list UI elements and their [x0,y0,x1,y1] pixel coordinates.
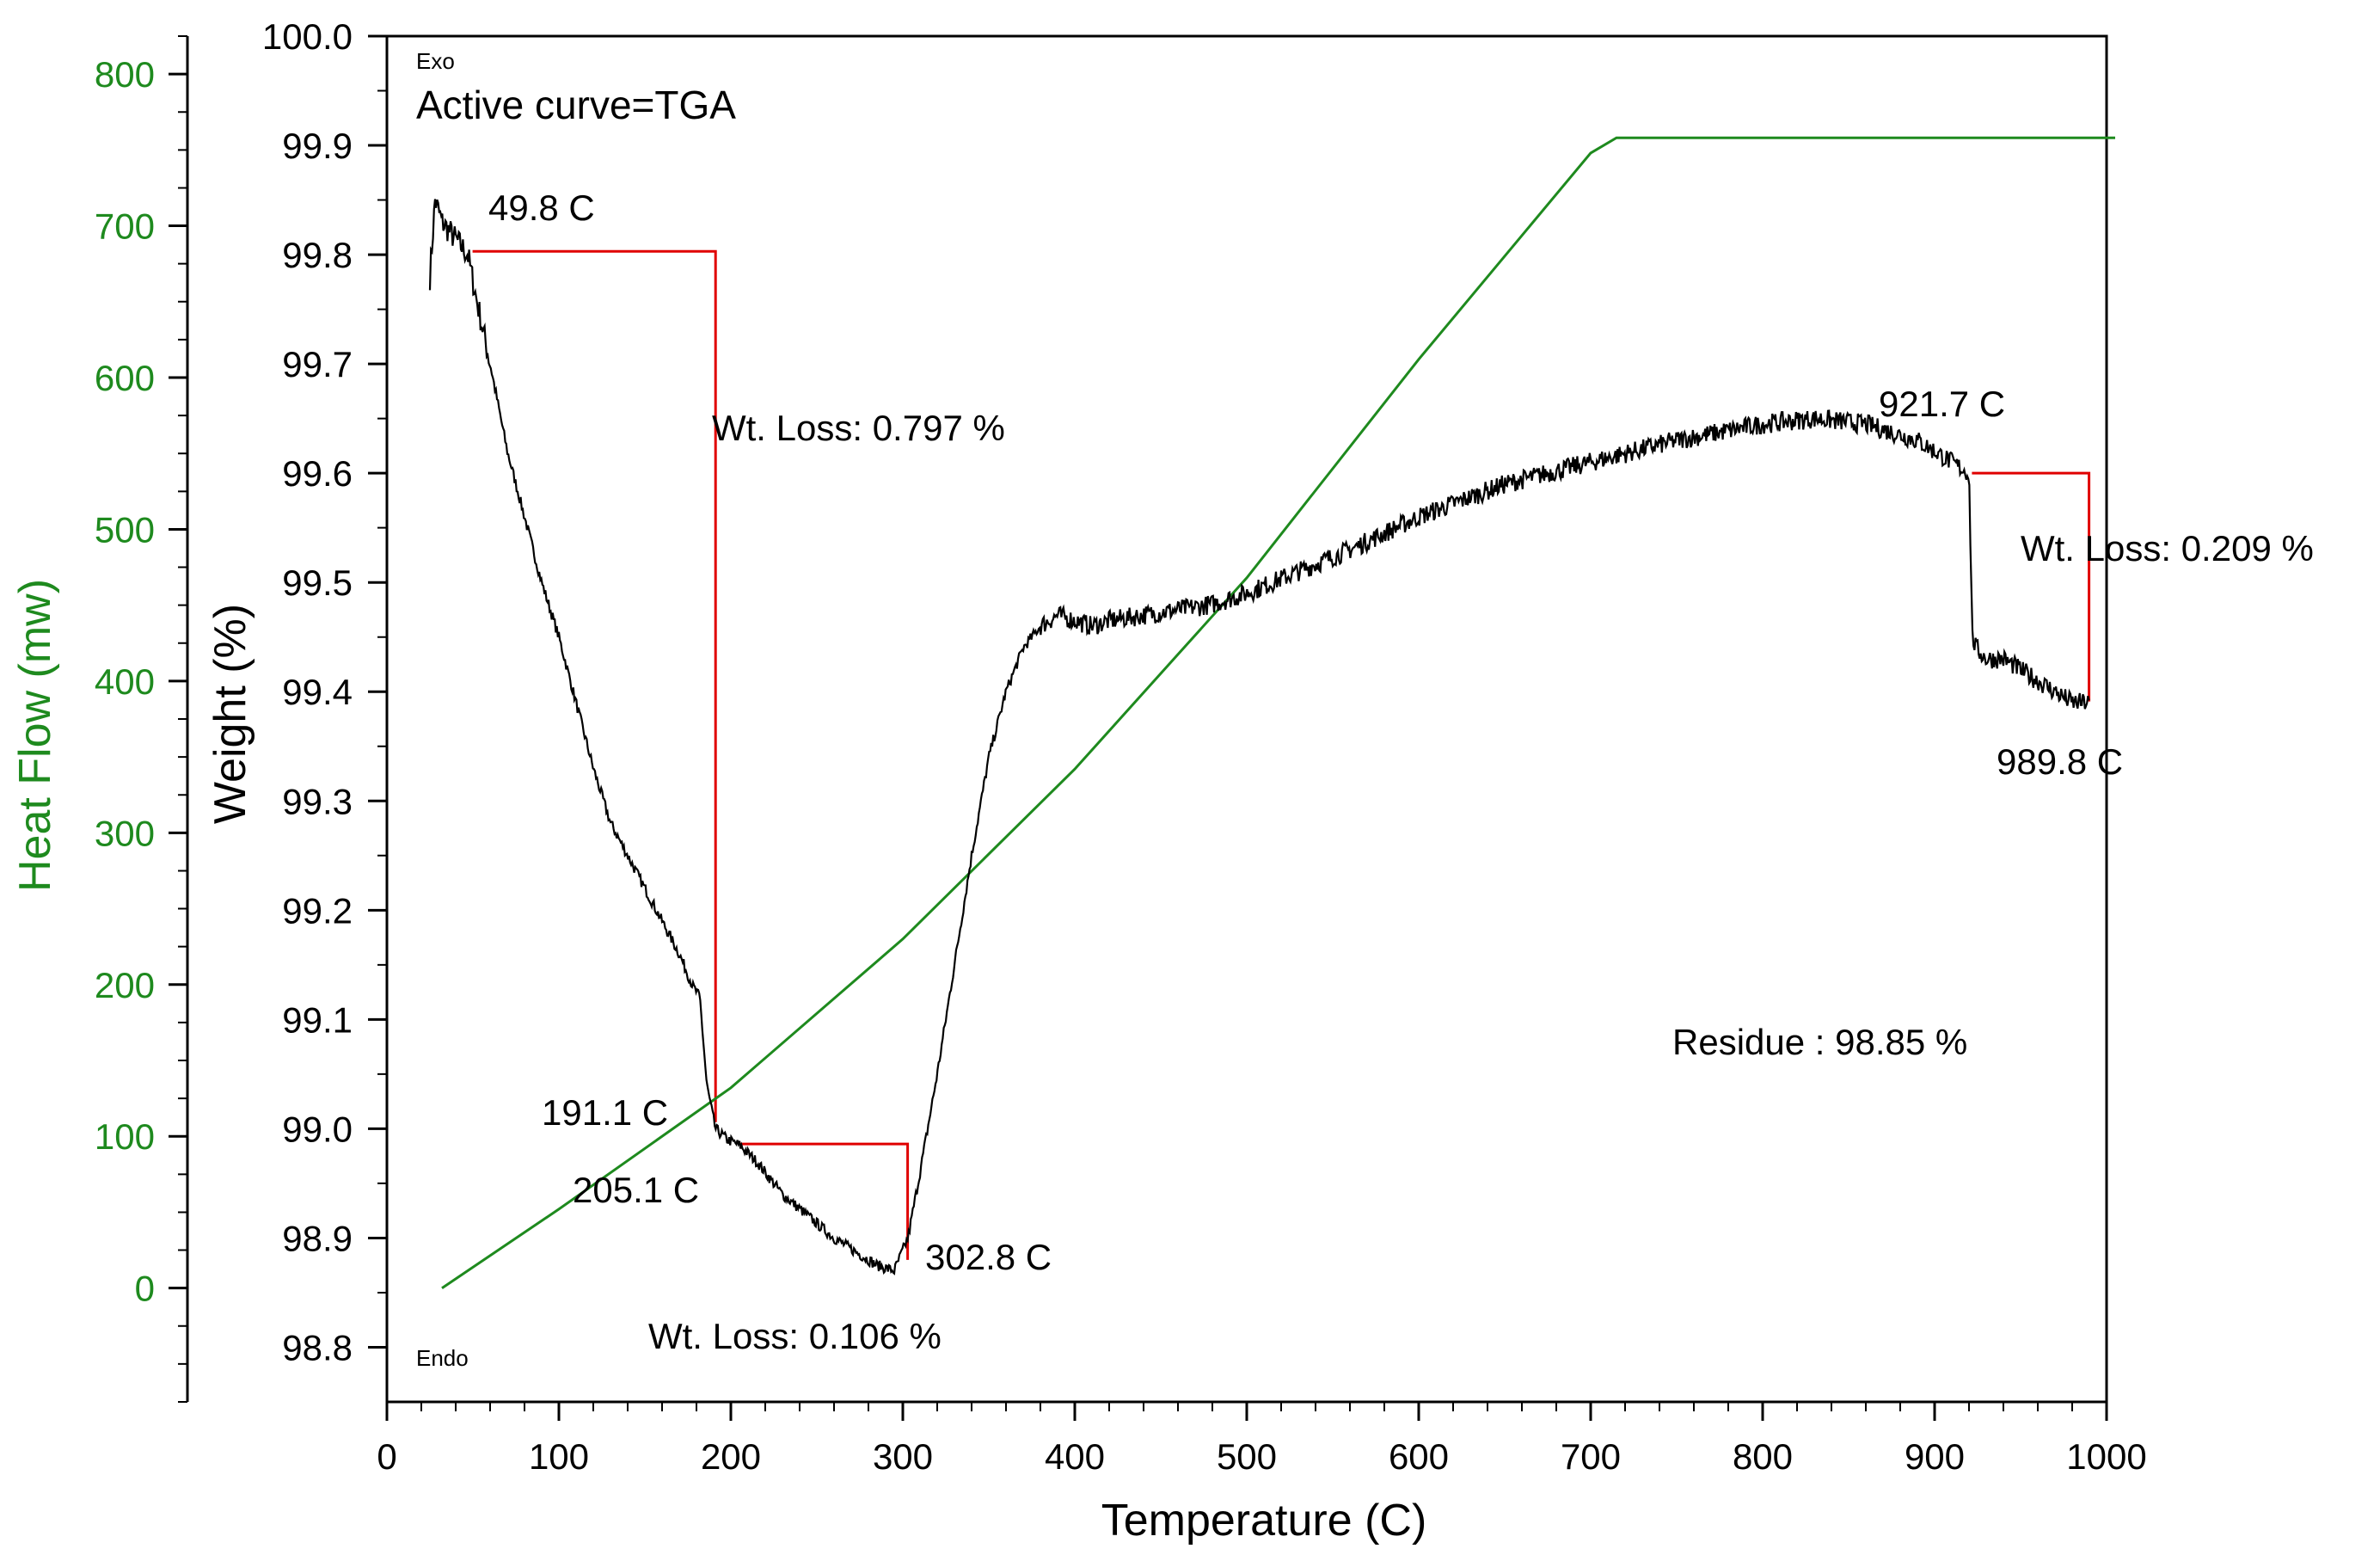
y-tick-label: 99.9 [282,126,353,166]
annotation-989-8: 989.8 C [1997,741,2123,782]
x-tick-label: 700 [1561,1436,1621,1477]
annotation-921-7: 921.7 C [1879,384,2005,424]
wt-loss-step-2 [739,1142,910,1260]
y2-tick-label: 200 [95,965,155,1005]
annotation-205-1: 205.1 C [573,1170,699,1210]
y2-tick-label: 400 [95,661,155,702]
x-tick-label: 500 [1217,1436,1277,1477]
y2-tick-label: 700 [95,206,155,247]
x-tick-label: 600 [1389,1436,1449,1477]
annotation-302-8: 302.8 C [925,1237,1052,1277]
annotation-191-1: 191.1 C [542,1092,668,1133]
x-major-ticks [385,1402,2108,1421]
y2-tick-label: 600 [95,358,155,398]
endo-label: Endo [416,1345,469,1371]
exo-label: Exo [416,48,455,74]
x-tick-label: 0 [377,1436,396,1477]
x-minor-ticks [420,1402,2073,1411]
y-tick-label: 99.5 [282,562,353,603]
x-axis: 0 100 200 300 400 500 600 700 800 900 1000 [377,1402,2147,1477]
wt-loss-label-2: Wt. Loss: 0.106 % [648,1316,942,1356]
y2-tick-label: 800 [95,54,155,95]
wt-loss-step-1 [472,249,717,1122]
wt-loss-step-3 [1972,471,2091,702]
y-tick-label: 99.1 [282,999,353,1040]
x-tick-label: 800 [1733,1436,1793,1477]
y-tick-label: 99.6 [282,453,353,494]
y-major-ticks [368,34,387,1349]
y-minor-ticks [377,89,387,1294]
wt-loss-label-3: Wt. Loss: 0.209 % [2021,528,2314,568]
x-tick-label: 100 [529,1436,589,1477]
x-tick-label: 200 [701,1436,761,1477]
y-tick-label: 99.8 [282,235,353,275]
tga-curve [428,199,2090,1275]
y-tick-label: 99.7 [282,344,353,384]
x-axis-label: Temperature (C) [1101,1496,1427,1546]
x-tick-label: 400 [1045,1436,1105,1477]
y-tick-label: 99.2 [282,890,353,931]
y-tick-label: 99.0 [282,1109,353,1149]
y-tick-label: 100.0 [262,16,353,57]
y2-tick-label: 300 [95,813,155,853]
x-tick-label: 300 [873,1436,933,1477]
y-tick-label: 98.9 [282,1218,353,1258]
weight-axis-label: Weight (%) [205,604,255,824]
annotation-49-8: 49.8 C [488,187,595,228]
y2-minor-ticks [178,35,187,1403]
x-tick-label: 1000 [2066,1436,2146,1477]
x-tick-label: 900 [1905,1436,1965,1477]
heat-flow-curve [441,136,2115,1289]
wt-loss-label-1: Wt. Loss: 0.797 % [712,408,1005,448]
y-tick-label: 99.3 [282,781,353,821]
y2-tick-label: 500 [95,509,155,550]
y2-tick-label: 100 [95,1116,155,1157]
residue-label: Residue : 98.85 % [1672,1022,1967,1062]
y-tick-label: 98.8 [282,1327,353,1367]
heat-flow-axis-label: Heat Flow (mw) [10,579,60,892]
weight-axis: 98.8 98.9 99.0 99.1 99.2 99.3 99.4 99.5 99.6 99.7… [262,16,387,1367]
active-curve-label: Active curve=TGA [416,83,736,127]
heat-flow-axis: 0 100 200 300 400 500 600 700 800 [95,35,189,1403]
y2-tick-label: 0 [135,1269,155,1309]
y-tick-label: 99.4 [282,672,353,712]
plot-layer [428,136,2115,1289]
y2-major-ticks [169,72,187,1290]
